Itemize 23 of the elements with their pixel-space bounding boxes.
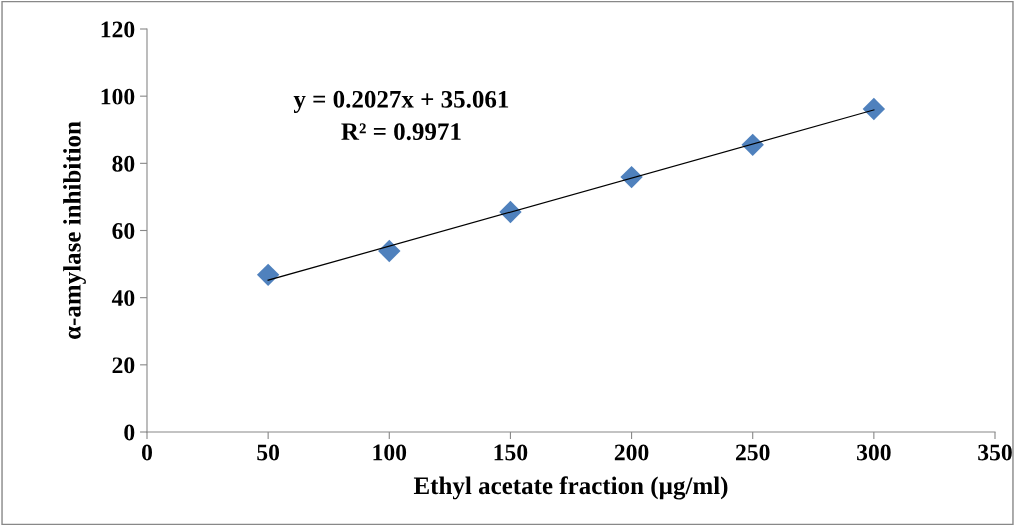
- x-tick-label: 100: [373, 444, 407, 461]
- x-tick-label: 200: [614, 444, 649, 461]
- y-tick-label: 100: [101, 88, 135, 105]
- x-axis-title: Ethyl acetate fraction (µg/ml): [413, 476, 728, 500]
- y-tick-label: 120: [101, 21, 135, 38]
- y-tick-label: 0: [124, 424, 135, 441]
- x-tick-label: 0: [142, 444, 152, 461]
- annotation: R² = 0.9971: [341, 123, 461, 141]
- y-tick-label: 60: [112, 222, 135, 239]
- point: [256, 263, 280, 287]
- y-tick-label: 80: [112, 155, 135, 172]
- y-axis-title: α-amylase inhibition: [63, 121, 86, 340]
- point: [378, 239, 401, 263]
- point: [862, 97, 886, 121]
- y-tick-label: 40: [111, 290, 135, 307]
- x-tick-label: 150: [494, 444, 528, 461]
- annotation: y = 0.2027x + 35.061: [293, 90, 509, 113]
- x-tick-label: 350: [978, 444, 1012, 461]
- x-tick-label: 50: [257, 444, 280, 461]
- y-tick-label: 20: [112, 357, 135, 374]
- point: [741, 133, 764, 157]
- x-tick-label: 250: [736, 444, 770, 461]
- x-tick-label: 300: [857, 444, 891, 461]
